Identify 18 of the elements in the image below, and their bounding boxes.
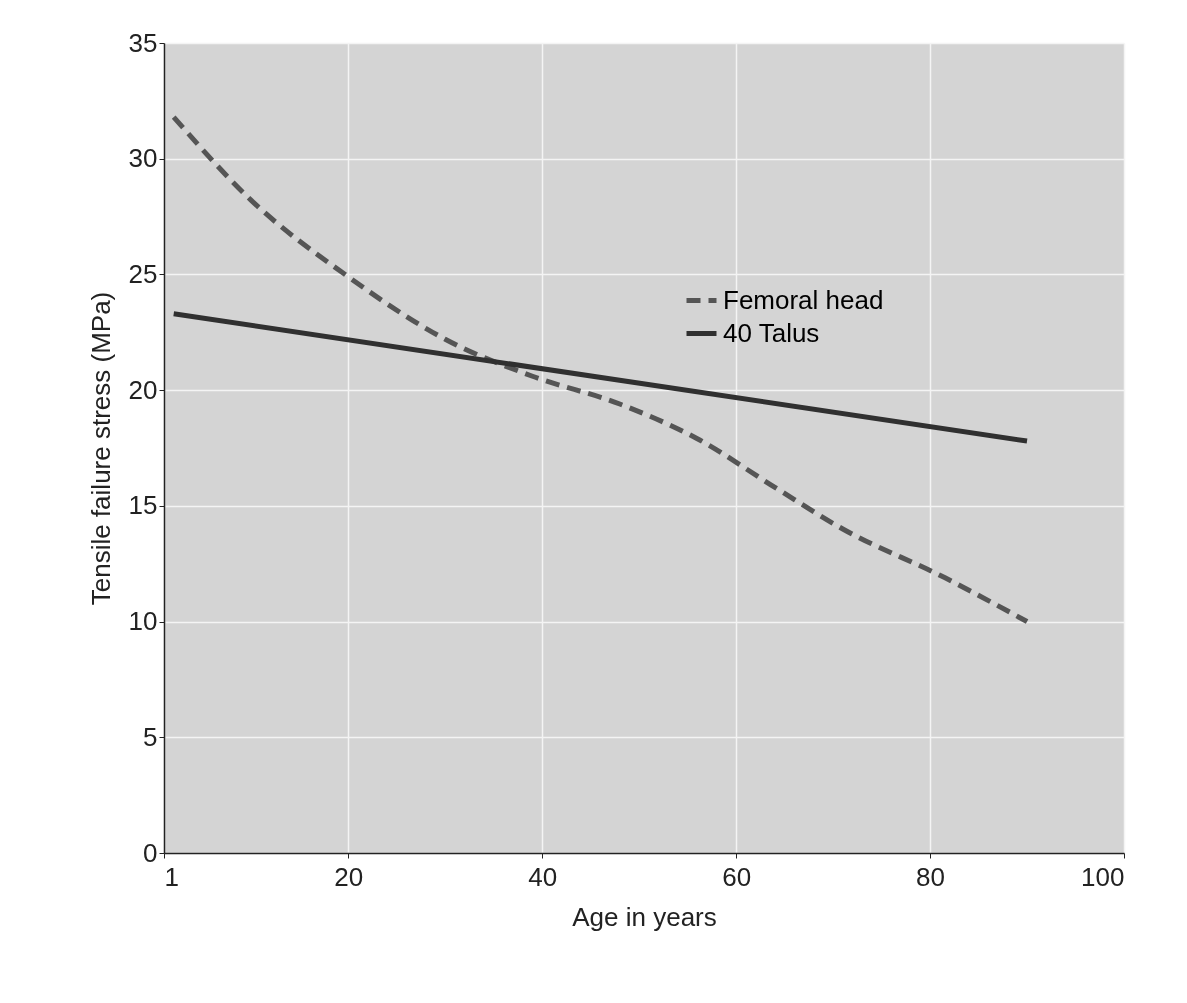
x-tick-label: 60 [722, 861, 752, 892]
x-tick-label: 100 [1081, 861, 1125, 892]
y-tick-label: 30 [128, 143, 158, 174]
x-axis-title: Age in years [572, 901, 717, 932]
y-tick-label: 15 [128, 490, 158, 521]
legend-label: 40 Talus [723, 317, 820, 348]
y-tick-label: 0 [143, 837, 158, 868]
y-tick-label: 5 [143, 721, 158, 752]
x-tick-label: 80 [916, 861, 946, 892]
x-tick-label: 1 [164, 861, 179, 892]
legend-label: Femoral head [723, 284, 884, 315]
x-tick-label: 40 [528, 861, 558, 892]
y-tick-label: 20 [128, 374, 158, 405]
y-tick-label: 35 [128, 27, 158, 58]
x-tick-label: 20 [334, 861, 364, 892]
y-tick-label: 10 [128, 606, 158, 637]
y-axis-title: Tensile failure stress (MPa) [85, 291, 116, 606]
y-tick-label: 25 [128, 258, 158, 289]
